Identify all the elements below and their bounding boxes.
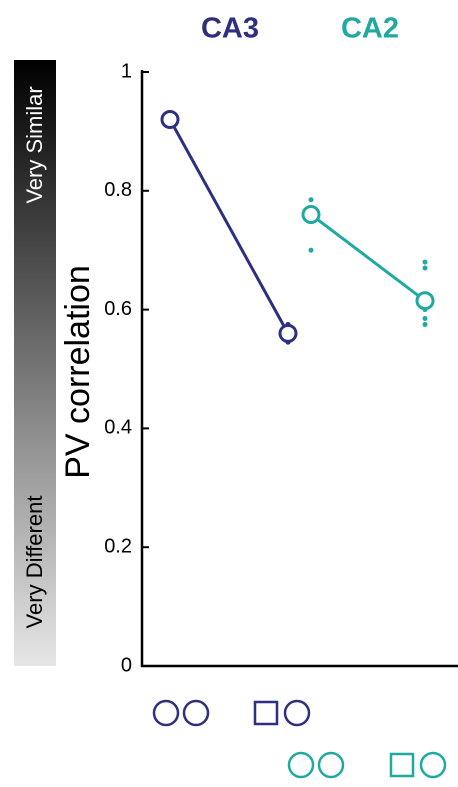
scale-top-label: Very Similar bbox=[22, 86, 47, 203]
y-tick-label: 0.2 bbox=[104, 535, 132, 557]
y-axis-label: PV correlation bbox=[59, 265, 97, 479]
series-line bbox=[168, 118, 290, 335]
y-tick-label: 0 bbox=[121, 654, 132, 676]
y-tick-label: 0.6 bbox=[104, 298, 132, 320]
series-line bbox=[310, 213, 426, 302]
mean-marker bbox=[278, 323, 298, 343]
individual-point bbox=[422, 259, 428, 265]
legend-label: CA2 bbox=[341, 13, 399, 45]
individual-point bbox=[422, 321, 428, 327]
scale-bottom-label: Very Different bbox=[22, 496, 47, 629]
mean-marker bbox=[415, 291, 435, 311]
y-tick-label: 0.4 bbox=[104, 417, 132, 439]
mean-marker bbox=[301, 205, 321, 225]
condition-icons bbox=[287, 751, 447, 779]
individual-point bbox=[308, 197, 314, 203]
legend-label: CA3 bbox=[201, 13, 259, 45]
individual-point bbox=[422, 265, 428, 271]
similarity-gradient bbox=[14, 60, 56, 666]
y-tick-label: 1 bbox=[121, 60, 132, 82]
individual-point bbox=[308, 247, 314, 253]
condition-icons bbox=[152, 699, 311, 727]
individual-point bbox=[422, 316, 428, 322]
mean-marker bbox=[160, 110, 180, 130]
y-tick-label: 0.8 bbox=[104, 179, 132, 201]
